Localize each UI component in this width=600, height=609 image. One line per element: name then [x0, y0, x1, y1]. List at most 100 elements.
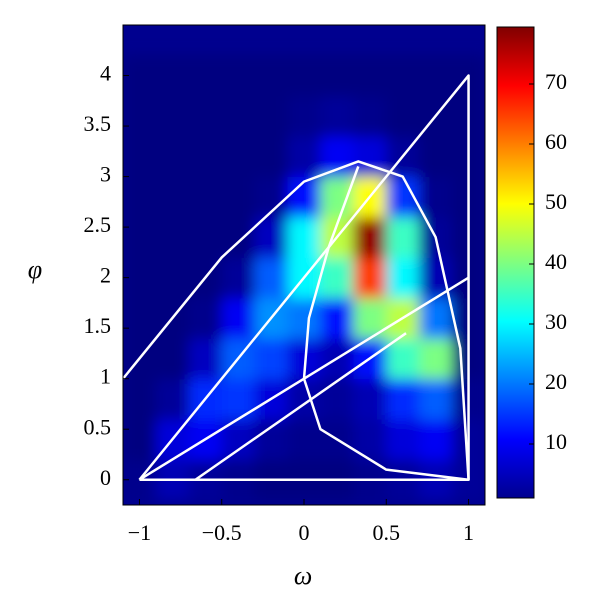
density-cell — [287, 176, 321, 218]
density-cell — [419, 55, 453, 97]
colorbar-tick-label: 70 — [545, 69, 567, 94]
density-cell — [155, 136, 190, 178]
y-axis-label: φ — [28, 255, 42, 284]
density-cell — [188, 338, 223, 380]
density-cell — [386, 55, 420, 97]
density-cell — [254, 217, 289, 258]
density-cell — [353, 297, 387, 339]
density-cell — [188, 217, 223, 258]
y-tick-label: 3 — [100, 162, 111, 187]
density-cell — [419, 378, 453, 420]
density-cell — [123, 419, 157, 461]
density-cell — [123, 378, 157, 420]
y-tick-label: 1.5 — [84, 313, 112, 338]
colorbar-tick-label: 10 — [545, 429, 567, 454]
density-cell — [353, 217, 387, 258]
density-cell — [221, 176, 256, 218]
density-cell — [287, 95, 321, 137]
density-cell — [320, 95, 354, 137]
density-cell — [155, 257, 190, 299]
density-cell — [386, 95, 420, 137]
overlays — [123, 74, 470, 481]
y-tick-label: 1 — [100, 364, 111, 389]
density-cell — [386, 217, 420, 258]
density-cell — [254, 338, 289, 380]
density-cell — [188, 136, 223, 178]
density-cell — [221, 257, 256, 299]
x-tick-label: 1 — [463, 520, 474, 545]
density-cell — [221, 297, 256, 339]
density-cell — [386, 257, 420, 299]
density-cell — [320, 55, 354, 97]
density-cell — [353, 257, 387, 299]
density-cell — [320, 297, 354, 339]
density-cell — [221, 55, 256, 97]
x-tick-label: −0.5 — [202, 520, 242, 545]
density-cell — [254, 55, 289, 97]
density-cell — [155, 217, 190, 258]
x-tick-label: 0.5 — [373, 520, 401, 545]
density-cell — [188, 55, 223, 97]
density-cell — [419, 176, 453, 218]
density-cell — [287, 297, 321, 339]
density-cell — [287, 217, 321, 258]
density-cell — [353, 378, 387, 420]
colorbar — [496, 26, 535, 499]
density-cell — [123, 297, 157, 339]
y-tick-label: 0 — [100, 465, 111, 490]
density-cell — [320, 176, 354, 218]
colorbar-tick-label: 50 — [545, 189, 567, 214]
density-cell — [386, 338, 420, 380]
density-cell — [221, 136, 256, 178]
density-cell — [123, 136, 157, 178]
density-cell — [155, 176, 190, 218]
density-cell — [386, 419, 420, 461]
overlay-curve — [302, 166, 469, 481]
density-cell — [123, 217, 157, 258]
density-cell — [287, 55, 321, 97]
density-cell — [386, 378, 420, 420]
density-cell — [320, 257, 354, 299]
density-cell — [254, 419, 289, 461]
density-cell — [353, 55, 387, 97]
density-cell — [287, 136, 321, 178]
density-cell — [221, 378, 256, 420]
y-tick-label: 0.5 — [84, 414, 112, 439]
y-tick-label: 2.5 — [84, 212, 112, 237]
colorbar-tick-label: 30 — [545, 309, 567, 334]
density-cell — [353, 136, 387, 178]
colorbar-tick-label: 40 — [545, 249, 567, 274]
x-tick-label: 0 — [299, 520, 310, 545]
density-cell — [320, 378, 354, 420]
density-cell — [287, 419, 321, 461]
density-cell — [155, 95, 190, 137]
density-cell — [221, 95, 256, 137]
overlay-curve — [194, 332, 407, 481]
density-cell — [254, 136, 289, 178]
density-cell — [155, 55, 190, 97]
density-cell — [320, 136, 354, 178]
density-cell — [188, 176, 223, 218]
density-cell — [155, 378, 190, 420]
x-tick-label: −1 — [128, 520, 151, 545]
overlay-curve — [123, 160, 470, 480]
y-tick-label: 2 — [100, 263, 111, 288]
density-cell — [123, 176, 157, 218]
density-cell — [188, 95, 223, 137]
axes: −1 −0.5 0 0.5 100.511.522.533.54102030405060… — [84, 61, 568, 545]
x-axis-label: ω — [294, 561, 312, 590]
colorbar-tick-label: 60 — [545, 129, 567, 154]
contour-field — [123, 25, 485, 505]
colorbar-tick-label: 20 — [545, 369, 567, 394]
density-cell — [419, 338, 453, 380]
y-tick-label: 3.5 — [84, 111, 112, 136]
density-cell — [123, 95, 157, 137]
density-cell — [254, 257, 289, 299]
density-cell — [419, 419, 453, 461]
density-cell — [155, 338, 190, 380]
y-tick-label: 4 — [100, 61, 111, 86]
density-cell — [419, 136, 453, 178]
density-cell — [353, 95, 387, 137]
density-cell — [188, 297, 223, 339]
